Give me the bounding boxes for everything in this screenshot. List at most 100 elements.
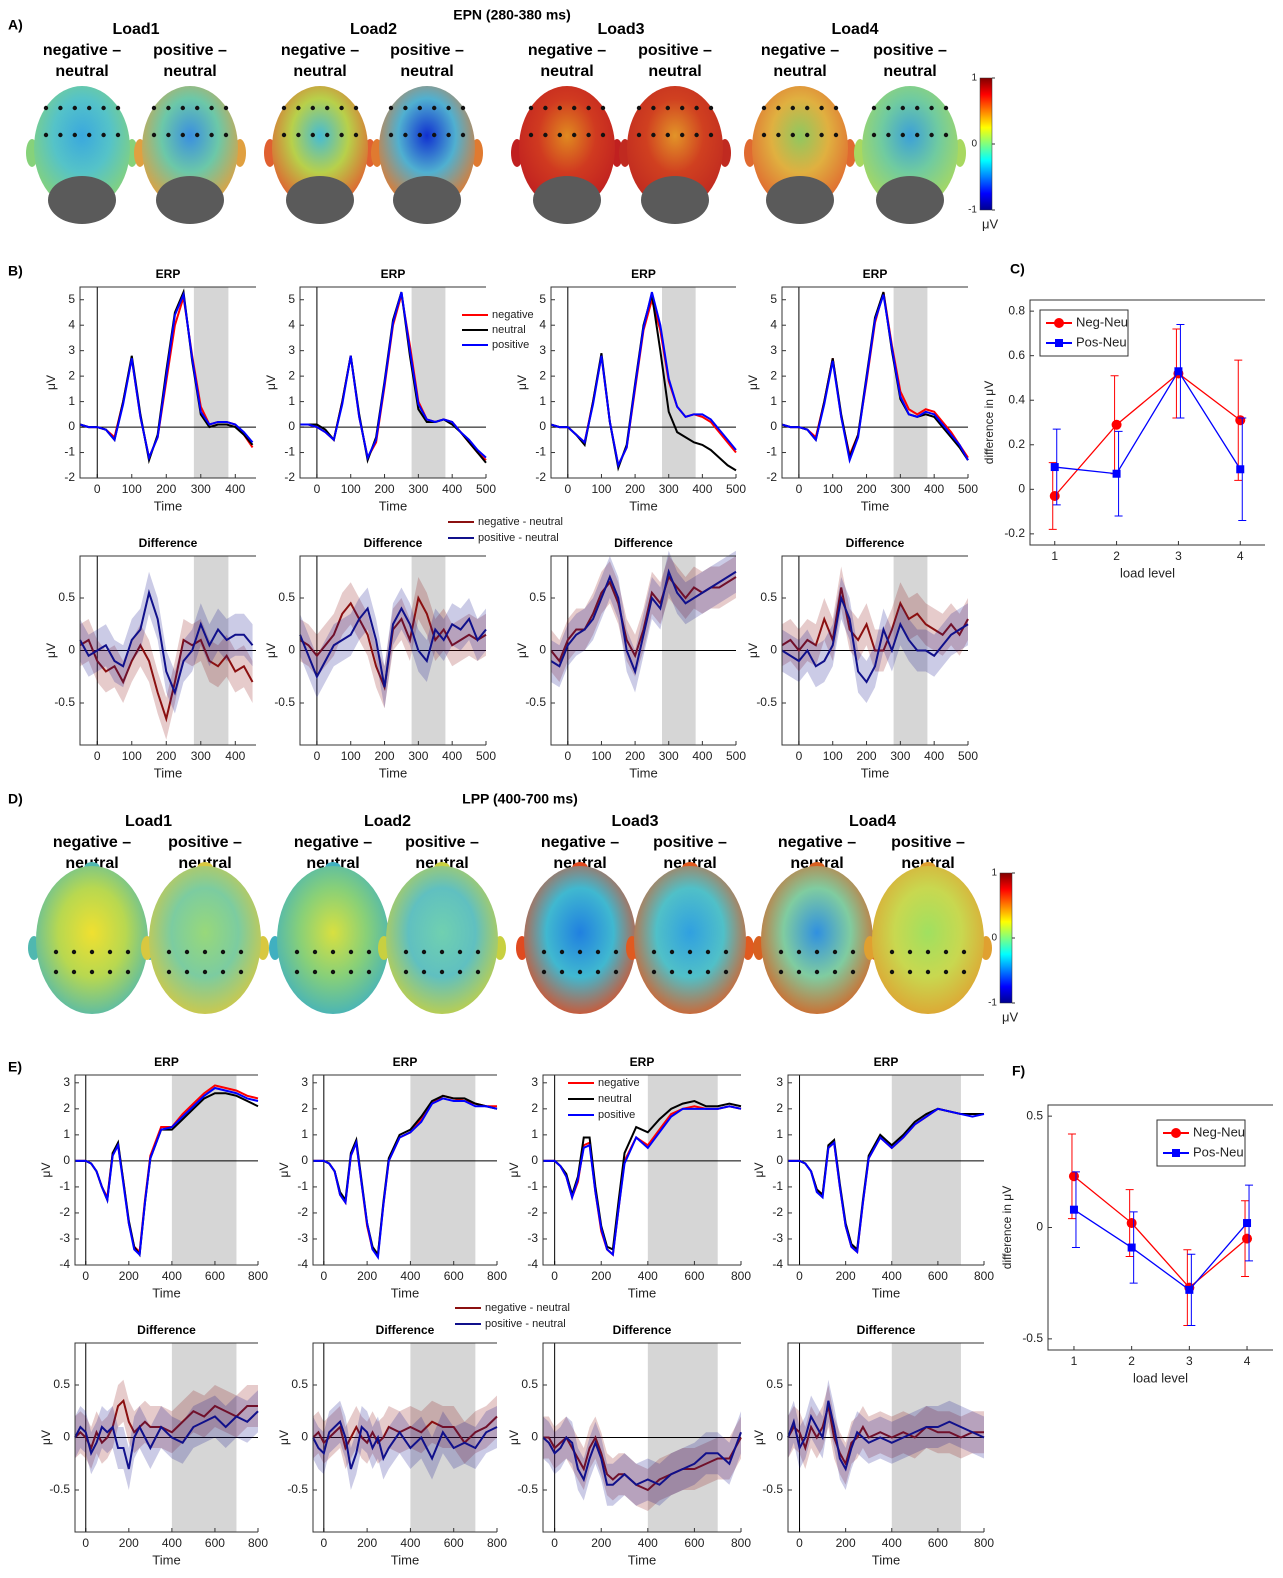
marker [1185,1286,1193,1294]
series-line [782,295,968,461]
y-tick-label: 2 [301,1101,308,1115]
x-tick-label: 200 [625,482,645,496]
topomap [634,866,746,1014]
electrode [458,950,462,954]
electrode [181,133,185,137]
y-tick-label: 0 [770,643,777,657]
chart-title: ERP [156,267,181,281]
electrode [404,950,408,954]
electrode [762,133,766,137]
y-tick-label: 0 [531,1153,538,1167]
electrode [224,106,228,110]
condition-label: positive – [873,42,947,59]
y-tick-label: 0.5 [278,590,295,604]
y-tick-label: 3 [539,343,546,357]
y-axis-label: difference in μV [1000,1186,1014,1269]
y-tick-label: -2 [284,470,295,484]
x-tick-label: 2 [1113,549,1120,563]
electrode [762,106,766,110]
electrode [185,970,189,974]
electrode [670,950,674,954]
electrode [126,950,130,954]
electrode [833,970,837,974]
y-tick-label: 2 [539,368,546,382]
electrode [349,970,353,974]
series-line [1074,1210,1247,1290]
electrode [694,106,698,110]
colorbar [980,78,992,210]
marker [1243,1219,1251,1227]
y-tick-label: 4 [770,317,777,331]
electrode [224,133,228,137]
electrode [404,970,408,974]
electrode [58,106,62,110]
electrode [709,133,713,137]
electrode [542,970,546,974]
x-tick-label: 4 [1244,1354,1251,1368]
y-axis-label: μV [39,1430,53,1445]
x-tick-label: 400 [692,482,712,496]
y-tick-label: 0.5 [291,1377,308,1391]
x-tick-label: 100 [823,749,843,763]
y-tick-label: -4 [297,1257,308,1271]
electrode [652,970,656,974]
electrode [101,133,105,137]
electrode [461,133,465,137]
topomap [36,866,148,1014]
condition-label: negative – [528,42,606,59]
electrode [776,106,780,110]
electrode [295,950,299,954]
y-tick-label: -1 [59,1179,70,1193]
series-line [1074,1176,1247,1287]
x-axis-label: Time [861,498,889,513]
electrode [221,950,225,954]
marker [1174,367,1182,375]
chart-title: Difference [137,1323,196,1337]
topomap [524,866,636,1014]
y-tick-label: 0.5 [766,1377,783,1391]
electrode [694,133,698,137]
electrode [367,950,371,954]
electrode [890,970,894,974]
electrode [886,133,890,137]
x-tick-label: 0 [551,1269,558,1283]
electrode [446,106,450,110]
x-tick-label: 2 [1128,1354,1135,1368]
y-tick-label: 0 [288,419,295,433]
electrode [90,970,94,974]
electrode [962,950,966,954]
electrode [282,133,286,137]
y-tick-label: 0.4 [1008,392,1025,406]
electrode [558,133,562,137]
x-tick-label: 600 [928,1536,948,1550]
y-tick-label: -3 [59,1231,70,1245]
electrode [195,106,199,110]
electrode [311,133,315,137]
x-axis-label: Time [154,765,182,780]
electrode [349,950,353,954]
x-tick-label: 800 [731,1536,751,1550]
time-window [892,1075,961,1265]
y-tick-label: 0.5 [1026,1108,1043,1122]
electrode [90,950,94,954]
electrode [572,133,576,137]
y-axis-label: μV [44,375,58,390]
y-tick-label: -2 [527,1205,538,1219]
x-tick-label: 200 [156,749,176,763]
chart-title: ERP [381,267,406,281]
x-tick-label: 200 [836,1269,856,1283]
time-window [662,287,696,478]
y-tick-label: -0.5 [525,695,546,709]
electrode [851,950,855,954]
chart-title: Difference [846,536,905,550]
load-title: Load4 [849,813,896,830]
electrode [152,106,156,110]
legend-marker [1055,339,1063,347]
x-tick-label: 100 [122,749,142,763]
electrode [666,133,670,137]
x-tick-label: 200 [119,1269,139,1283]
x-tick-label: 0 [564,482,571,496]
x-tick-label: 800 [487,1269,507,1283]
x-tick-label: 200 [375,749,395,763]
electrode [614,950,618,954]
